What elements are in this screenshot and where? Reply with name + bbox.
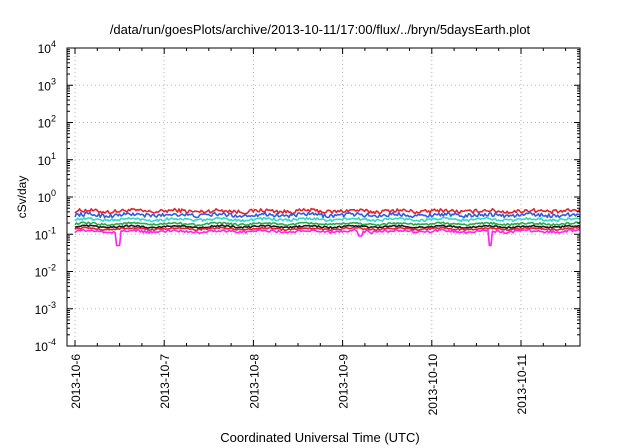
y-tick-label: 104 [38, 39, 56, 56]
y-tick-label: 102 [38, 114, 56, 131]
y-tick-exponent: 0 [51, 188, 56, 198]
chart-title: /data/run/goesPlots/archive/2013-10-11/1… [109, 22, 531, 37]
series-lines [74, 207, 581, 247]
y-tick-label: 103 [38, 76, 56, 93]
x-tick-label: 2013-10-9 [337, 354, 351, 409]
x-tick-label: 2013-10-8 [247, 354, 261, 409]
x-tick-label: 2013-10-7 [158, 354, 172, 409]
x-tick-labels: 2013-10-6 2013-10-7 2013-10-8 2013-10-9 2013… [69, 354, 529, 416]
y-tick-exponent: -3 [48, 300, 56, 310]
series-line-2 [74, 211, 581, 219]
series-line-1 [74, 207, 581, 215]
y-axis-label: cSv/day [15, 176, 29, 219]
y-tick-label: 10-3 [35, 300, 56, 317]
x-tick-label: 2013-10-6 [69, 354, 83, 409]
y-tick-label: 101 [38, 151, 56, 168]
y-tick-exponent: 1 [51, 151, 56, 161]
y-tick-label: 10-2 [35, 263, 56, 280]
grid-lines [67, 48, 580, 346]
axis-ticks [67, 47, 580, 347]
y-tick-label: 10-4 [35, 337, 56, 354]
y-tick-exponent: 4 [51, 39, 56, 49]
x-tick-label: 2013-10-11 [515, 354, 529, 415]
series-line-6 [74, 226, 581, 232]
series-line-5 [74, 224, 581, 230]
x-tick-label: 2013-10-10 [426, 354, 440, 416]
y-tick-exponent: 3 [51, 76, 56, 86]
y-tick-exponent: -1 [48, 225, 56, 235]
y-tick-exponent: -2 [48, 263, 56, 273]
y-tick-exponent: 2 [51, 114, 56, 124]
series-line-4 [74, 221, 581, 227]
series-line-7 [74, 228, 581, 247]
y-tick-label: 100 [38, 188, 56, 205]
x-axis-label: Coordinated Universal Time (UTC) [220, 430, 420, 445]
series-line-3 [74, 216, 581, 223]
y-tick-exponent: -4 [48, 337, 56, 347]
y-tick-label: 10-1 [35, 225, 56, 242]
